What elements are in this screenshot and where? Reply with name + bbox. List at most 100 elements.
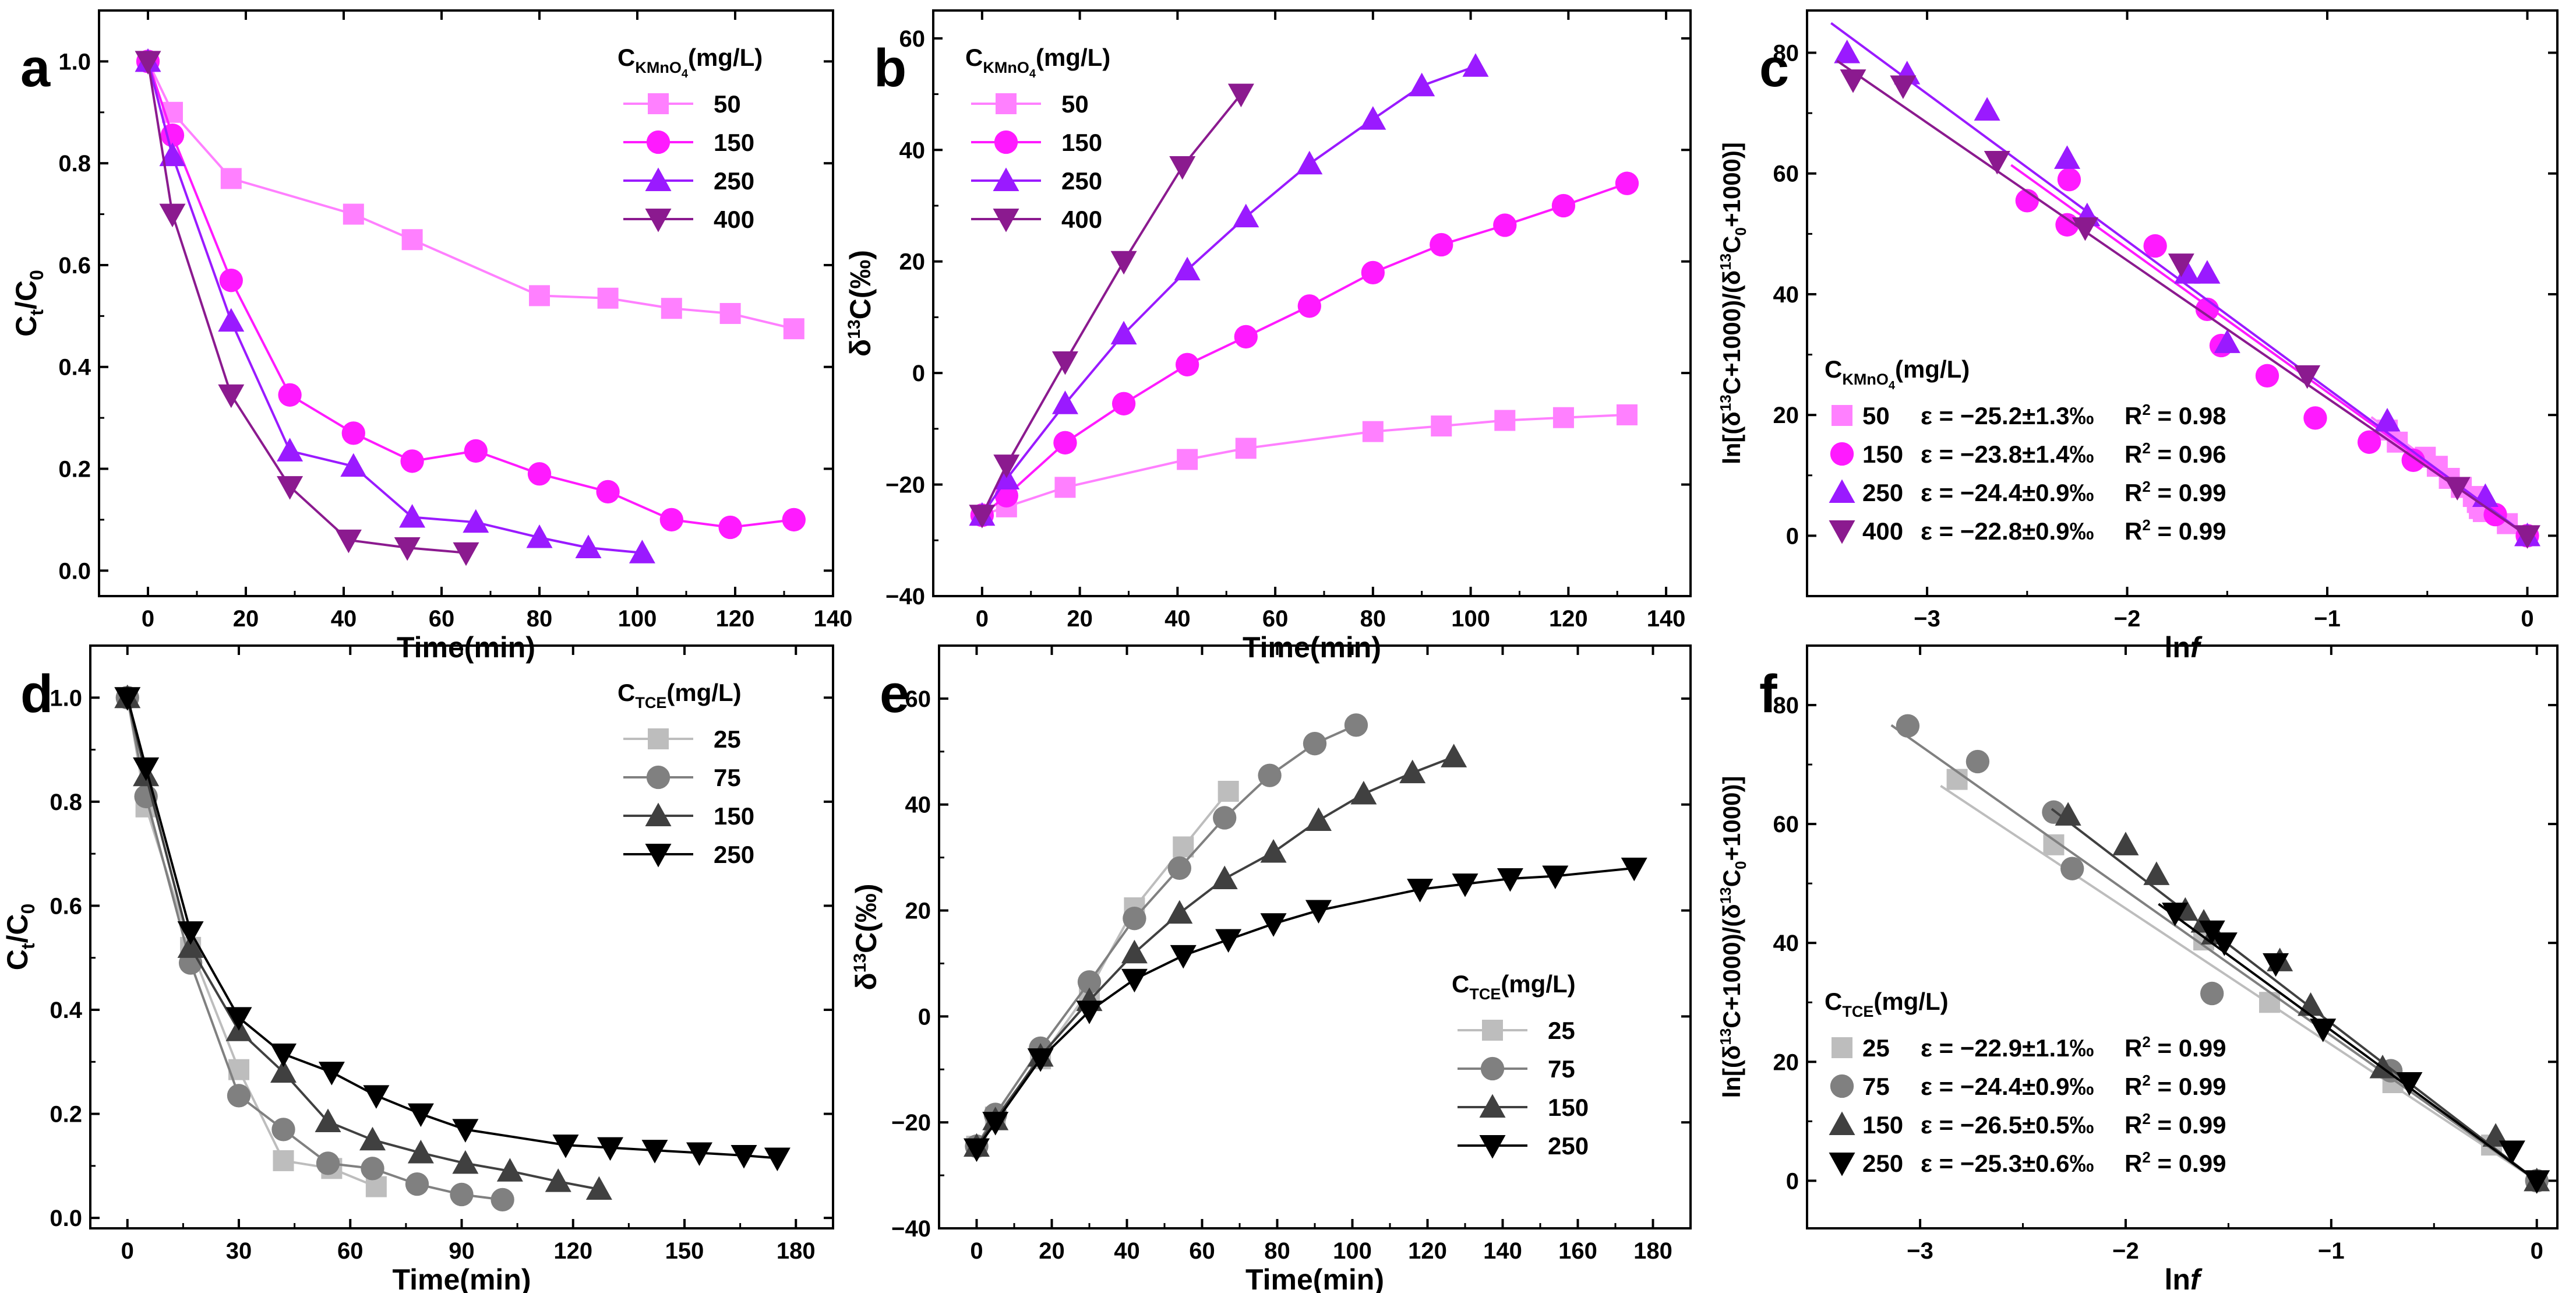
series-line [981, 65, 1476, 516]
data-point [552, 1135, 579, 1158]
data-point [359, 1126, 386, 1151]
data-point [220, 168, 242, 189]
data-point [218, 384, 245, 408]
data-point [400, 449, 424, 473]
data-point [994, 484, 1018, 508]
data-point [686, 1142, 712, 1167]
data-point [719, 302, 741, 324]
legend-label: 250 [714, 841, 754, 868]
x-tick-label: 160 [1558, 1238, 1597, 1264]
legend-epsilon: ε = −22.9±1.1‰ [1921, 1034, 2094, 1062]
data-point [964, 1138, 990, 1162]
data-point [452, 1119, 479, 1143]
data-point [1551, 193, 1576, 218]
legend-label: 250 [1548, 1132, 1589, 1160]
r2-sup: 2 [2142, 1110, 2150, 1128]
x-tick-label: −2 [2114, 606, 2141, 632]
data-point [1233, 203, 1259, 228]
legend-title-sub: KMnO [983, 59, 1029, 76]
y-title-c: C [1718, 869, 1745, 887]
data-point [993, 455, 1020, 478]
data-point [597, 1137, 623, 1161]
legend-epsilon: ε = −23.8±1.4‰ [1921, 441, 2094, 468]
y-tick-label: 20 [899, 249, 926, 275]
y-title-c: C [1718, 236, 1745, 253]
data-point [2444, 477, 2471, 501]
x-tick-label: 20 [1039, 1238, 1065, 1264]
series-250 [964, 857, 1647, 1162]
y-tick-label: 20 [1773, 403, 1799, 428]
legend-marker [1829, 520, 1855, 544]
data-point [2263, 953, 2289, 977]
y-title-d: +1000)] [1718, 776, 1745, 861]
legend-marker [996, 93, 1017, 114]
series-250 [2158, 903, 2550, 1194]
legend-marker [1482, 1020, 1503, 1041]
legend-label: 75 [1548, 1055, 1575, 1083]
y-tick-label: 40 [899, 138, 926, 163]
data-point [1121, 939, 1148, 964]
series-line [147, 61, 643, 554]
data-point [2303, 406, 2327, 430]
data-point [399, 504, 426, 528]
legend-label: 25 [1862, 1034, 1890, 1062]
data-point [1051, 351, 1078, 375]
legend-label: 250 [1862, 1150, 1903, 1177]
y-title-sub2: 0 [26, 270, 47, 280]
series-150 [114, 684, 612, 1200]
data-point [133, 757, 160, 781]
data-point [1213, 806, 1237, 830]
legend-label: 150 [1862, 441, 1903, 468]
x-tick-label: 100 [1333, 1238, 1372, 1264]
data-point [2143, 861, 2170, 885]
legend-r2: R2 = 0.99 [2125, 1072, 2226, 1100]
y-tick-label: 0.8 [58, 151, 91, 177]
data-point [1896, 714, 1920, 738]
data-point [2200, 981, 2224, 1006]
data-point [2294, 365, 2321, 389]
data-point [1305, 900, 1332, 924]
panel-a: a0 20 40 60 80 100 120 1400.00.20.40.60.81.0Tim… [10, 9, 852, 664]
data-point [463, 509, 489, 533]
x-tick-label: 140 [1483, 1238, 1522, 1264]
data-point [1110, 320, 1137, 345]
x-tick-label: 80 [1360, 606, 1386, 632]
r2-eq: = [2151, 441, 2179, 468]
r2-sup: 2 [2142, 439, 2150, 457]
panel-e: e 0 20 40 60 80 100 120 140 160 180 −40 −20 0 20 40 60 Ti… [850, 644, 1692, 1293]
series-line [126, 697, 503, 1201]
legend-label: 400 [1862, 517, 1903, 545]
y-tick-label: 0.4 [58, 355, 91, 380]
data-point [1167, 856, 1191, 880]
r2-eq: = [2151, 479, 2179, 506]
legend-title-main: C [1825, 988, 1842, 1015]
legend-marker [993, 209, 1019, 232]
data-point [2514, 525, 2540, 549]
data-point [1076, 1000, 1103, 1024]
x-axis-title: Time(min) [1245, 1263, 1384, 1293]
x-axis-title: lnf [2164, 631, 2202, 664]
x-tick-label: 60 [337, 1238, 364, 1264]
data-point [1027, 1048, 1054, 1072]
data-point [2174, 260, 2201, 284]
legend-marker [1832, 405, 1852, 426]
legend-title-main: C [617, 44, 635, 71]
data-point [135, 51, 161, 75]
data-point [315, 1108, 341, 1132]
r2-eq: = [2151, 1073, 2179, 1100]
panel-letter: d [20, 664, 53, 724]
x-tick-label: −2 [2112, 1238, 2139, 1264]
legend: CKMnO4(mg/L) 50 150 250 400 [965, 44, 1110, 233]
y-tick-label: 0.6 [58, 253, 91, 279]
legend-title-sub: TCE [635, 694, 666, 711]
data-point [1452, 873, 1478, 897]
y-tick-label: 60 [905, 686, 931, 712]
legend-title-sub: TCE [1469, 985, 1501, 1003]
data-point [316, 1151, 340, 1175]
x-tick-label: 150 [665, 1238, 704, 1264]
panel-letter: f [1759, 664, 1777, 724]
data-point [2054, 145, 2081, 169]
r2-r: R [2125, 517, 2142, 545]
data-point [982, 1112, 1009, 1136]
